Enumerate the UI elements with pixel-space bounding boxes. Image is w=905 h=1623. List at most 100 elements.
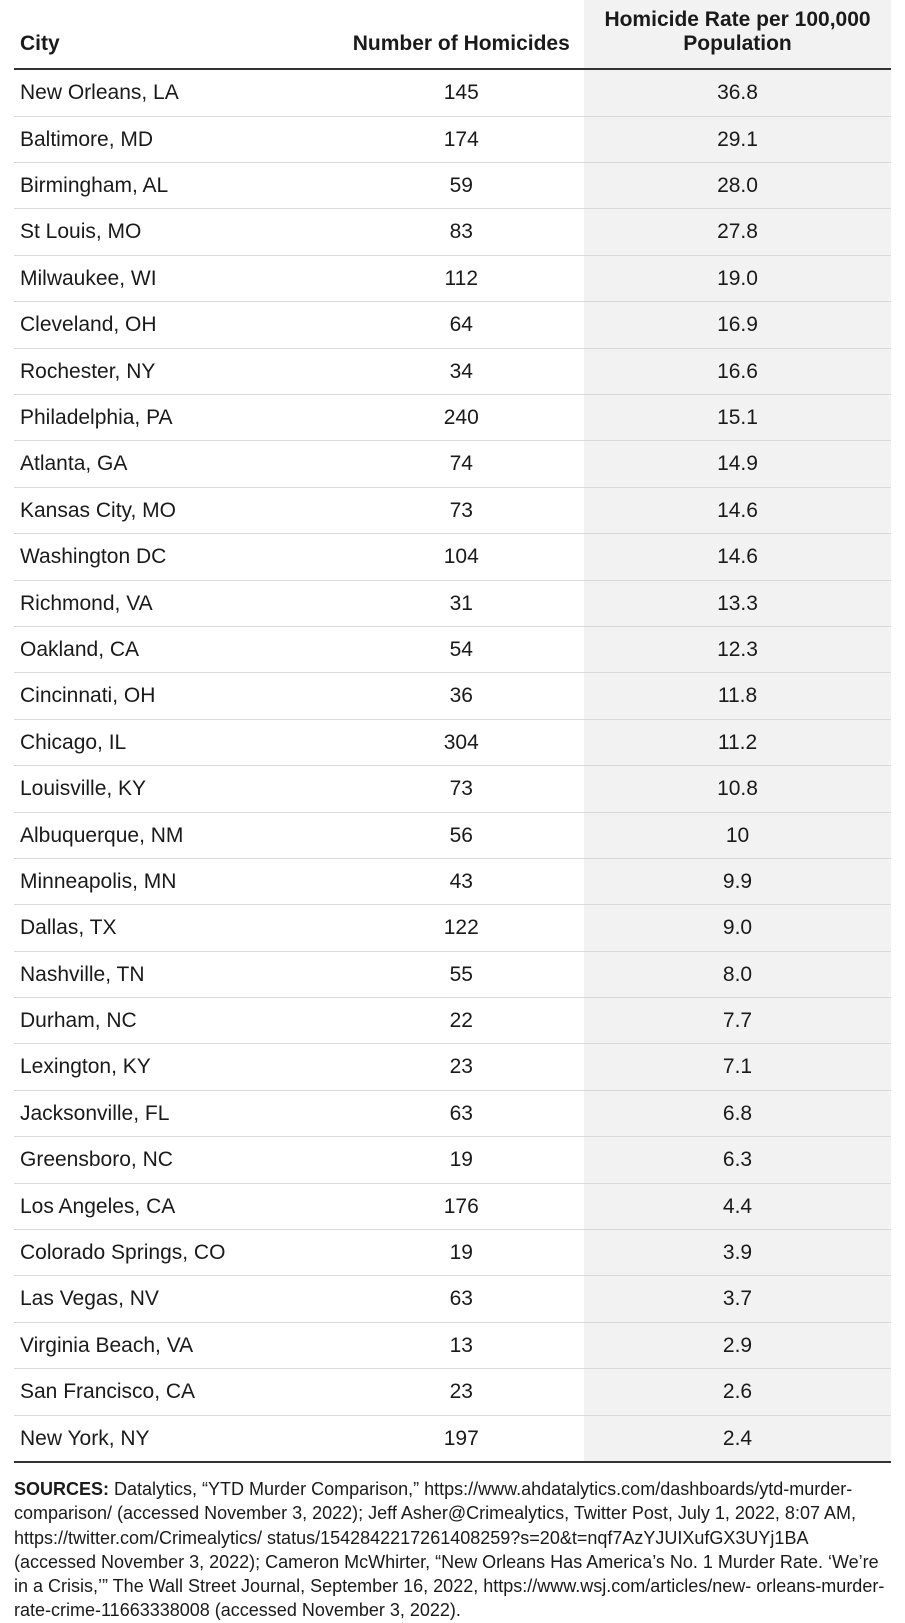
cell-rate: 16.9 [584, 302, 891, 348]
sources-label: SOURCES: [14, 1479, 109, 1499]
table-row: Dallas, TX1229.0 [14, 905, 891, 951]
cell-homicides: 34 [338, 348, 584, 394]
table-row: Virginia Beach, VA132.9 [14, 1322, 891, 1368]
cell-city: Jacksonville, FL [14, 1090, 338, 1136]
cell-rate: 11.2 [584, 719, 891, 765]
cell-city: Kansas City, MO [14, 487, 338, 533]
cell-rate: 3.7 [584, 1276, 891, 1322]
cell-homicides: 56 [338, 812, 584, 858]
table-row: Oakland, CA5412.3 [14, 626, 891, 672]
cell-homicides: 64 [338, 302, 584, 348]
cell-city: Los Angeles, CA [14, 1183, 338, 1229]
cell-rate: 19.0 [584, 255, 891, 301]
cell-rate: 2.9 [584, 1322, 891, 1368]
cell-rate: 36.8 [584, 69, 891, 116]
cell-city: Albuquerque, NM [14, 812, 338, 858]
table-row: Milwaukee, WI11219.0 [14, 255, 891, 301]
table-row: Baltimore, MD17429.1 [14, 116, 891, 162]
cell-rate: 9.0 [584, 905, 891, 951]
cell-homicides: 19 [338, 1137, 584, 1183]
cell-homicides: 83 [338, 209, 584, 255]
cell-city: St Louis, MO [14, 209, 338, 255]
cell-homicides: 73 [338, 766, 584, 812]
table-row: Rochester, NY3416.6 [14, 348, 891, 394]
cell-rate: 14.9 [584, 441, 891, 487]
cell-city: Minneapolis, MN [14, 858, 338, 904]
cell-rate: 6.8 [584, 1090, 891, 1136]
homicide-table: City Number of Homicides Homicide Rate p… [14, 0, 891, 1463]
cell-homicides: 63 [338, 1276, 584, 1322]
cell-city: Louisville, KY [14, 766, 338, 812]
cell-rate: 4.4 [584, 1183, 891, 1229]
table-row: Albuquerque, NM5610 [14, 812, 891, 858]
cell-rate: 13.3 [584, 580, 891, 626]
cell-city: Dallas, TX [14, 905, 338, 951]
cell-city: New York, NY [14, 1415, 338, 1462]
cell-city: San Francisco, CA [14, 1369, 338, 1415]
cell-homicides: 304 [338, 719, 584, 765]
cell-city: Washington DC [14, 534, 338, 580]
table-row: Colorado Springs, CO193.9 [14, 1230, 891, 1276]
cell-homicides: 74 [338, 441, 584, 487]
cell-rate: 6.3 [584, 1137, 891, 1183]
cell-rate: 8.0 [584, 951, 891, 997]
table-row: Philadelphia, PA24015.1 [14, 395, 891, 441]
table-row: Cincinnati, OH3611.8 [14, 673, 891, 719]
col-header-homicides: Number of Homicides [338, 0, 584, 69]
cell-homicides: 197 [338, 1415, 584, 1462]
sources-note: SOURCES: Datalytics, “YTD Murder Compari… [14, 1477, 891, 1623]
table-row: St Louis, MO8327.8 [14, 209, 891, 255]
cell-rate: 15.1 [584, 395, 891, 441]
table-row: Louisville, KY7310.8 [14, 766, 891, 812]
table-row: Cleveland, OH6416.9 [14, 302, 891, 348]
cell-city: Durham, NC [14, 998, 338, 1044]
cell-homicides: 23 [338, 1369, 584, 1415]
table-row: Atlanta, GA7414.9 [14, 441, 891, 487]
table-row: New York, NY1972.4 [14, 1415, 891, 1462]
cell-rate: 10 [584, 812, 891, 858]
table-row: Nashville, TN558.0 [14, 951, 891, 997]
cell-rate: 7.7 [584, 998, 891, 1044]
cell-city: Cincinnati, OH [14, 673, 338, 719]
table-row: Greensboro, NC196.3 [14, 1137, 891, 1183]
cell-city: Las Vegas, NV [14, 1276, 338, 1322]
col-header-rate: Homicide Rate per 100,000 Population [584, 0, 891, 69]
cell-homicides: 104 [338, 534, 584, 580]
cell-homicides: 31 [338, 580, 584, 626]
cell-homicides: 19 [338, 1230, 584, 1276]
table-row: Chicago, IL30411.2 [14, 719, 891, 765]
cell-rate: 12.3 [584, 626, 891, 672]
cell-homicides: 63 [338, 1090, 584, 1136]
cell-homicides: 145 [338, 69, 584, 116]
table-body: New Orleans, LA14536.8Baltimore, MD17429… [14, 69, 891, 1462]
table-row: Durham, NC227.7 [14, 998, 891, 1044]
cell-homicides: 59 [338, 163, 584, 209]
cell-homicides: 122 [338, 905, 584, 951]
cell-rate: 9.9 [584, 858, 891, 904]
table-row: Jacksonville, FL636.8 [14, 1090, 891, 1136]
table-row: Richmond, VA3113.3 [14, 580, 891, 626]
cell-city: New Orleans, LA [14, 69, 338, 116]
sources-text: Datalytics, “YTD Murder Comparison,” htt… [14, 1479, 884, 1620]
cell-city: Atlanta, GA [14, 441, 338, 487]
cell-rate: 14.6 [584, 534, 891, 580]
cell-city: Greensboro, NC [14, 1137, 338, 1183]
table-row: Las Vegas, NV633.7 [14, 1276, 891, 1322]
cell-city: Oakland, CA [14, 626, 338, 672]
cell-city: Cleveland, OH [14, 302, 338, 348]
cell-city: Birmingham, AL [14, 163, 338, 209]
cell-homicides: 43 [338, 858, 584, 904]
cell-homicides: 112 [338, 255, 584, 301]
cell-city: Chicago, IL [14, 719, 338, 765]
cell-homicides: 54 [338, 626, 584, 672]
table-row: Los Angeles, CA1764.4 [14, 1183, 891, 1229]
cell-rate: 2.4 [584, 1415, 891, 1462]
cell-homicides: 36 [338, 673, 584, 719]
cell-rate: 16.6 [584, 348, 891, 394]
cell-city: Philadelphia, PA [14, 395, 338, 441]
cell-rate: 2.6 [584, 1369, 891, 1415]
cell-homicides: 240 [338, 395, 584, 441]
table-header-row: City Number of Homicides Homicide Rate p… [14, 0, 891, 69]
table-row: Washington DC10414.6 [14, 534, 891, 580]
col-header-city: City [14, 0, 338, 69]
